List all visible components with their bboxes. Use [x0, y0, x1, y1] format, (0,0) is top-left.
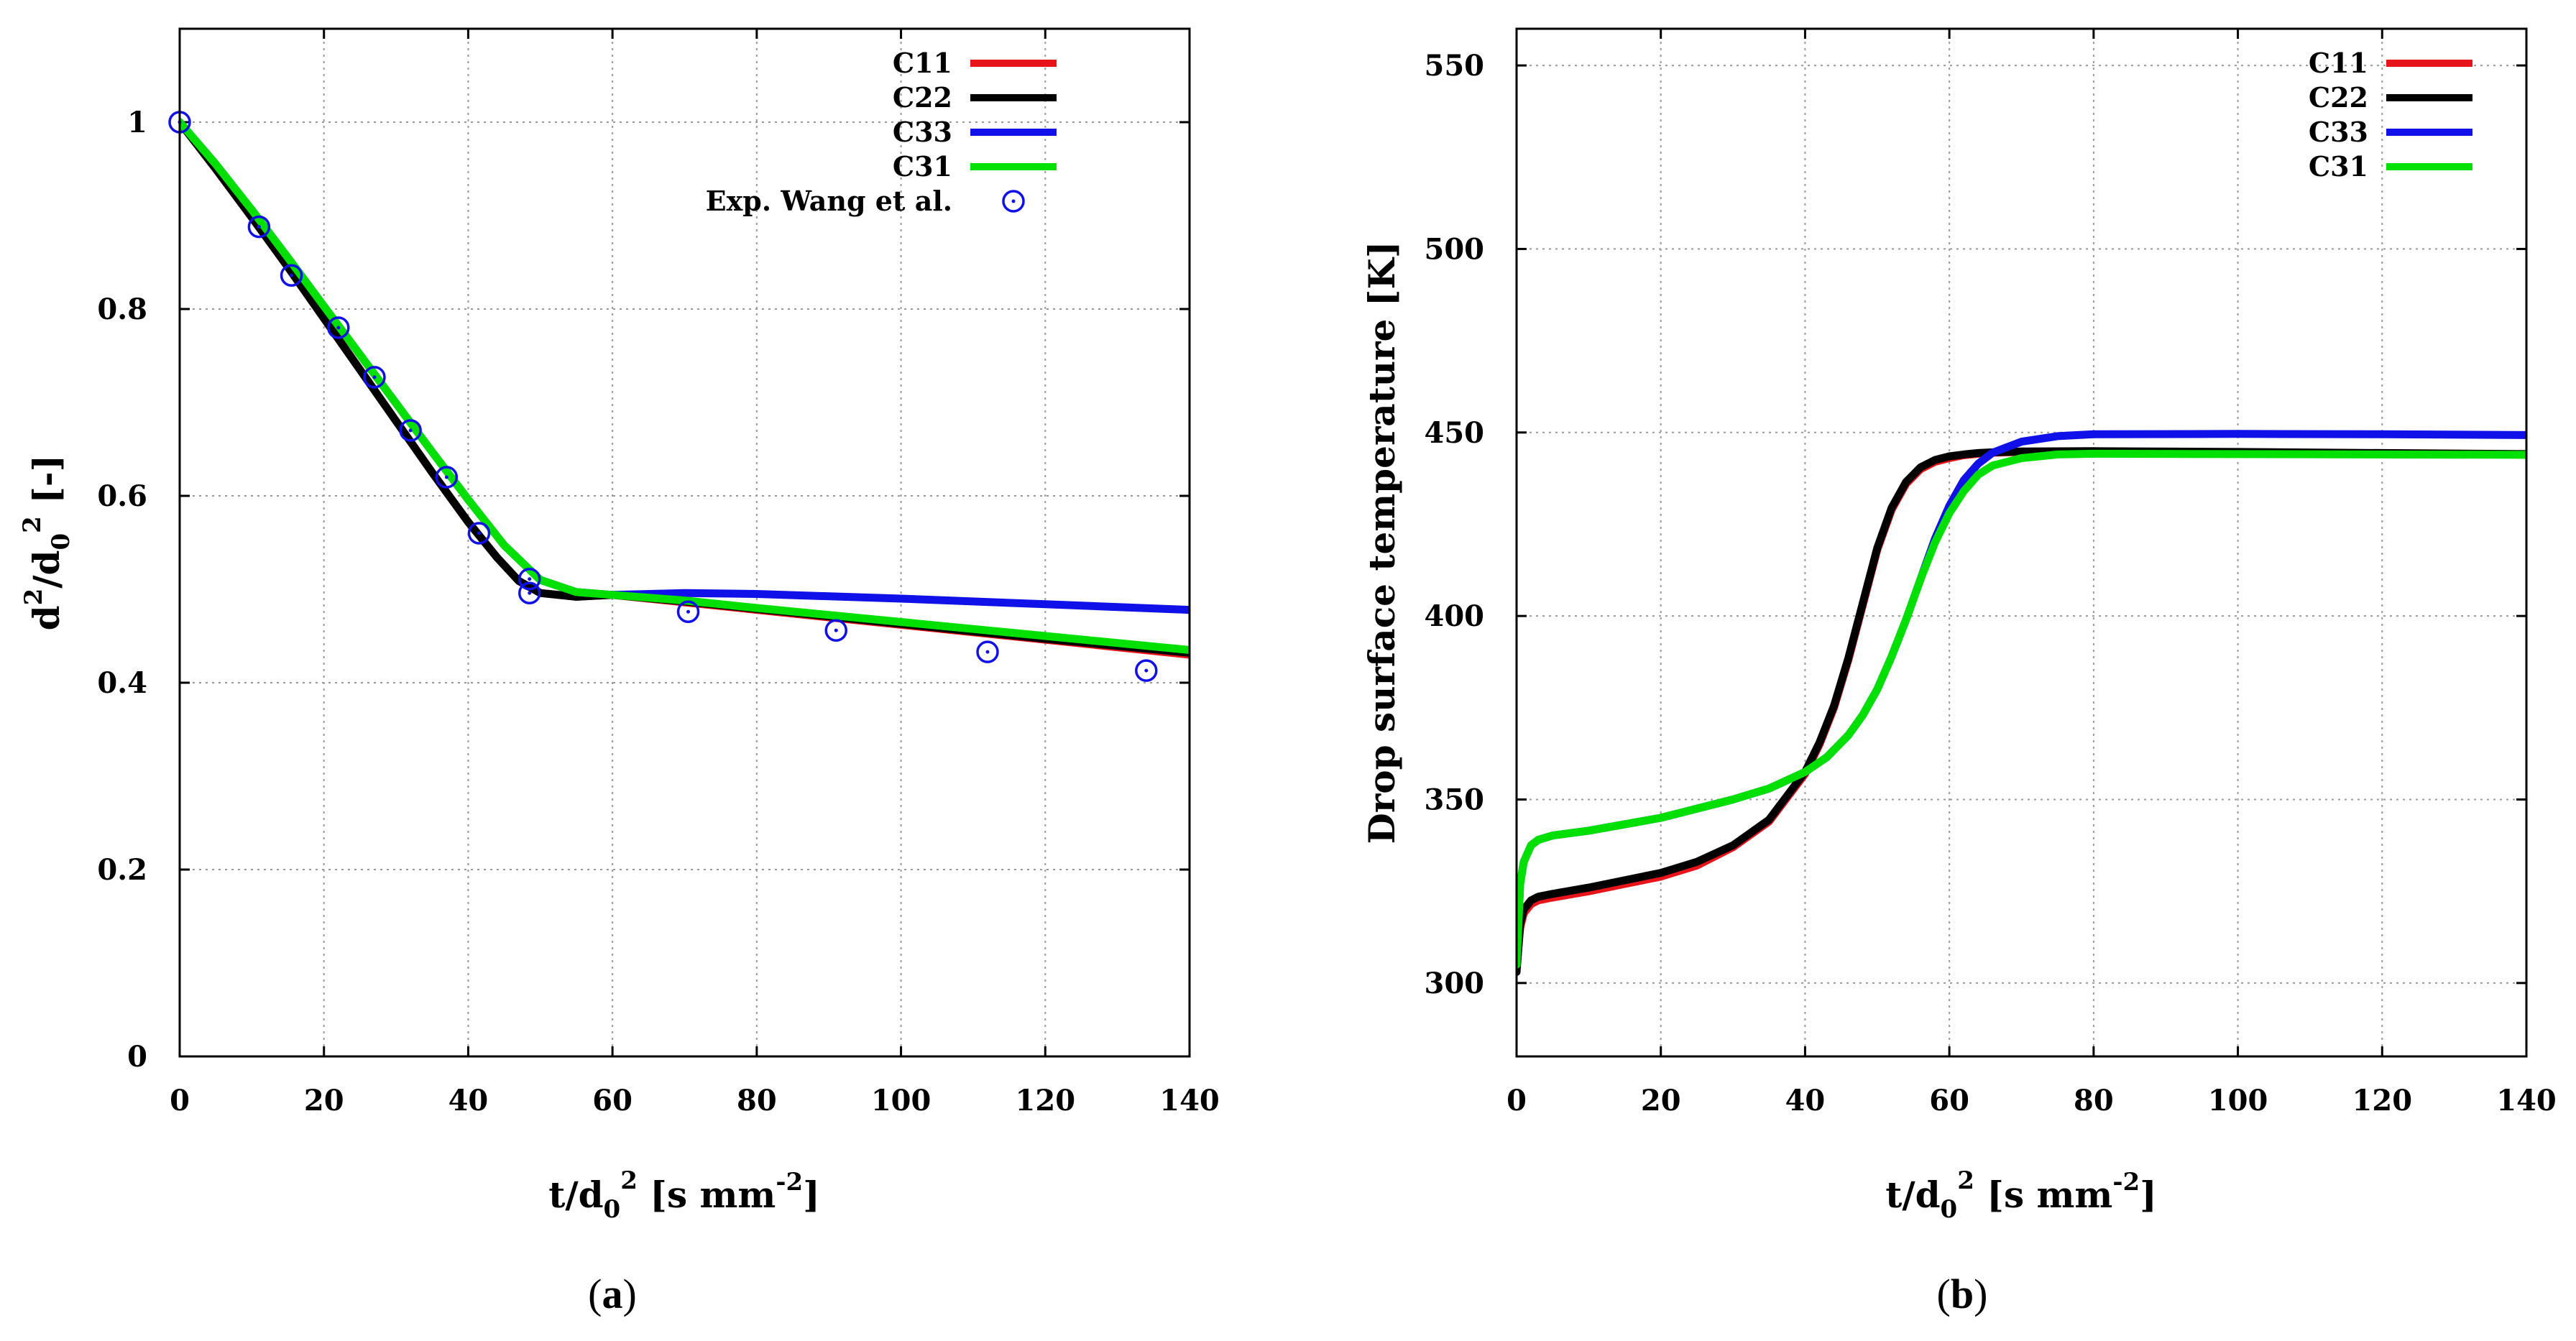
- legend-label: Exp. Wang et al.: [706, 185, 952, 217]
- x-tick-label: 20: [1641, 1084, 1681, 1118]
- panel-caption: (b): [1937, 1271, 1988, 1317]
- plot-frame: [1515, 27, 2528, 1058]
- x-tick-label: 140: [1159, 1084, 1220, 1118]
- legend-label: C11: [893, 47, 952, 79]
- x-tick-label: 0: [1506, 1084, 1527, 1118]
- scatter-point-center: [528, 591, 532, 595]
- scatter-point-center: [528, 577, 532, 581]
- x-tick-label: 120: [2352, 1084, 2413, 1118]
- y-tick-label: 550: [1425, 49, 1485, 83]
- scatter-point: [518, 567, 541, 591]
- plot-frame: [178, 27, 1191, 1058]
- scatter-point-center: [444, 475, 448, 479]
- legend-label: C33: [893, 116, 952, 148]
- y-tick-label: 400: [1425, 599, 1485, 633]
- scatter-point-center: [1144, 668, 1149, 673]
- x-tick-label: 80: [737, 1084, 777, 1118]
- series-line-c11: [1517, 447, 2526, 972]
- x-axis-label: t/d02 [s mm-2]: [1885, 1166, 2157, 1224]
- scatter-point: [1135, 659, 1158, 682]
- x-tick-label: 140: [2496, 1084, 2557, 1118]
- scatter-point-center: [336, 326, 341, 330]
- x-tick-label: 80: [2074, 1084, 2114, 1118]
- scatter-point: [467, 522, 491, 545]
- legend-marker-center: [1011, 199, 1016, 203]
- x-tick-label: 0: [170, 1084, 190, 1118]
- scatter-point: [824, 619, 847, 642]
- y-tick-label: 350: [1425, 783, 1485, 817]
- scatter-point: [435, 466, 459, 489]
- scatter-point: [399, 419, 422, 442]
- legend-label: C22: [2309, 81, 2368, 114]
- y-tick-label: 0.8: [97, 292, 147, 326]
- y-tick-label: 0.4: [97, 666, 147, 700]
- y-tick-label: 0.2: [97, 853, 147, 887]
- scatter-point: [518, 581, 541, 604]
- scatter-point-center: [408, 428, 413, 433]
- x-tick-label: 60: [592, 1084, 632, 1118]
- series-line-c31: [1517, 449, 2526, 969]
- x-tick-label: 60: [1929, 1084, 1969, 1118]
- x-axis-label: t/d02 [s mm-2]: [548, 1166, 820, 1224]
- x-tick-label: 40: [1785, 1084, 1826, 1118]
- x-tick-label: 20: [304, 1084, 344, 1118]
- y-tick-label: 1: [127, 106, 147, 139]
- x-tick-label: 40: [448, 1084, 489, 1118]
- x-tick-label: 120: [1016, 1084, 1076, 1118]
- scatter-point: [976, 640, 999, 663]
- series-line-c33: [1517, 430, 2526, 969]
- legend-marker: [1002, 190, 1025, 213]
- y-tick-label: 0.6: [97, 479, 147, 513]
- legend-label: C31: [893, 150, 952, 183]
- x-tick-label: 100: [2208, 1084, 2268, 1118]
- series-line-c22: [1517, 447, 2526, 976]
- scatter-point: [280, 264, 303, 287]
- scatter-point: [676, 600, 700, 623]
- series-line-c22: [180, 118, 1190, 657]
- scatter-point-center: [686, 609, 691, 614]
- scatter-point: [363, 366, 386, 389]
- series-line-c33: [180, 118, 1190, 614]
- y-tick-label: 300: [1425, 967, 1485, 1000]
- chart-panel-a: 0 20 40 60 80 100 120 14000.20.40.60.81C11C22C3…: [18, 27, 1220, 1317]
- y-axis-label: Drop surface temperature [K]: [1361, 241, 1403, 844]
- scatter-point: [247, 215, 271, 239]
- y-tick-label: 500: [1425, 232, 1485, 266]
- scatter-point: [327, 316, 350, 339]
- legend-label: C22: [893, 81, 952, 114]
- series-line-c11: [180, 118, 1190, 659]
- legend-label: C11: [2309, 47, 2368, 79]
- scatter-point-center: [290, 273, 294, 277]
- y-tick-label: 0: [127, 1040, 147, 1074]
- y-tick-label: 450: [1425, 416, 1485, 450]
- scatter-point-center: [257, 225, 261, 229]
- legend-label: C31: [2309, 150, 2368, 183]
- scatter-point-center: [985, 650, 990, 654]
- x-tick-label: 100: [871, 1084, 932, 1118]
- scatter-point-center: [834, 628, 838, 632]
- y-axis-label: d2/d02 [-]: [18, 455, 75, 631]
- panel-caption: (a): [588, 1271, 637, 1317]
- scatter-point-center: [477, 531, 481, 535]
- legend-label: C33: [2309, 116, 2368, 148]
- scatter-point-center: [372, 375, 377, 379]
- series-line-c31: [180, 118, 1190, 654]
